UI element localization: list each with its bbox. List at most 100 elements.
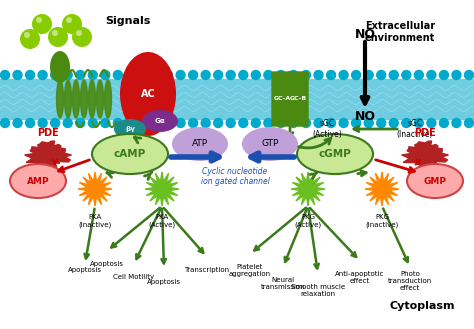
- Circle shape: [377, 70, 386, 80]
- Text: Platelet
aggregation: Platelet aggregation: [229, 264, 271, 277]
- Circle shape: [226, 70, 235, 80]
- Ellipse shape: [64, 80, 72, 118]
- Circle shape: [51, 118, 60, 128]
- Circle shape: [314, 70, 323, 80]
- Ellipse shape: [142, 110, 178, 132]
- Circle shape: [38, 118, 47, 128]
- Circle shape: [13, 118, 22, 128]
- Circle shape: [101, 118, 110, 128]
- Circle shape: [327, 70, 336, 80]
- Ellipse shape: [172, 127, 228, 161]
- Circle shape: [126, 118, 135, 128]
- Circle shape: [264, 118, 273, 128]
- Circle shape: [352, 118, 361, 128]
- Text: Transcription: Transcription: [184, 267, 229, 273]
- Circle shape: [251, 118, 260, 128]
- Circle shape: [113, 70, 122, 80]
- Polygon shape: [145, 172, 179, 206]
- Text: βγ: βγ: [125, 126, 135, 132]
- Circle shape: [301, 70, 310, 80]
- Circle shape: [164, 70, 173, 80]
- Text: PDE: PDE: [37, 128, 59, 138]
- Circle shape: [76, 118, 85, 128]
- Circle shape: [113, 118, 122, 128]
- Circle shape: [88, 70, 97, 80]
- Circle shape: [439, 70, 448, 80]
- Circle shape: [76, 70, 85, 80]
- Ellipse shape: [407, 164, 463, 198]
- Ellipse shape: [114, 119, 146, 139]
- Ellipse shape: [81, 80, 88, 118]
- Ellipse shape: [56, 80, 64, 118]
- Ellipse shape: [66, 17, 72, 23]
- Ellipse shape: [89, 80, 95, 118]
- Ellipse shape: [76, 30, 82, 36]
- Circle shape: [38, 70, 47, 80]
- Circle shape: [164, 118, 173, 128]
- Ellipse shape: [52, 30, 58, 36]
- Circle shape: [239, 118, 248, 128]
- Text: Smooth muscle
relaxation: Smooth muscle relaxation: [291, 284, 345, 297]
- Circle shape: [138, 70, 147, 80]
- Text: PKA
(Inactive): PKA (Inactive): [78, 214, 111, 227]
- Text: GMP: GMP: [423, 176, 447, 186]
- Circle shape: [427, 70, 436, 80]
- Text: PDE: PDE: [414, 128, 436, 138]
- Circle shape: [414, 70, 423, 80]
- Circle shape: [101, 70, 110, 80]
- Polygon shape: [401, 141, 448, 169]
- Ellipse shape: [297, 134, 373, 174]
- Ellipse shape: [20, 29, 40, 49]
- Circle shape: [88, 118, 97, 128]
- Circle shape: [226, 118, 235, 128]
- Text: Apoptosis: Apoptosis: [68, 267, 102, 273]
- Circle shape: [364, 118, 373, 128]
- Text: GC-B: GC-B: [289, 96, 307, 102]
- Text: Photo
transduction
effect: Photo transduction effect: [388, 271, 432, 291]
- Text: Neural
transmission: Neural transmission: [261, 277, 305, 290]
- Ellipse shape: [50, 51, 70, 83]
- Circle shape: [201, 118, 210, 128]
- Text: ATP: ATP: [192, 139, 208, 148]
- Ellipse shape: [242, 127, 298, 161]
- Circle shape: [414, 118, 423, 128]
- Ellipse shape: [62, 14, 82, 34]
- Circle shape: [176, 118, 185, 128]
- Text: NO: NO: [355, 28, 375, 40]
- Ellipse shape: [36, 17, 42, 23]
- Circle shape: [26, 70, 35, 80]
- Text: cGMP: cGMP: [319, 149, 351, 159]
- Circle shape: [339, 118, 348, 128]
- Text: sGC
(Inactive): sGC (Inactive): [397, 119, 433, 139]
- Circle shape: [301, 118, 310, 128]
- Text: NO: NO: [355, 111, 375, 123]
- Circle shape: [402, 70, 411, 80]
- Text: Anti-apoptotic
effect: Anti-apoptotic effect: [335, 271, 385, 284]
- Circle shape: [264, 70, 273, 80]
- Circle shape: [289, 70, 298, 80]
- Circle shape: [352, 70, 361, 80]
- Text: PKG
(Active): PKG (Active): [294, 214, 321, 227]
- Polygon shape: [78, 172, 112, 206]
- Circle shape: [427, 118, 436, 128]
- Circle shape: [439, 118, 448, 128]
- FancyBboxPatch shape: [288, 72, 308, 126]
- Bar: [0, 79, 474, 119]
- Circle shape: [289, 118, 298, 128]
- Text: cAMP: cAMP: [114, 149, 146, 159]
- Text: Extracellular
environment: Extracellular environment: [365, 21, 435, 42]
- Circle shape: [465, 70, 474, 80]
- Ellipse shape: [10, 164, 66, 198]
- Circle shape: [176, 70, 185, 80]
- Text: AMP: AMP: [27, 176, 49, 186]
- Circle shape: [314, 118, 323, 128]
- Text: PKA
(Active): PKA (Active): [148, 214, 175, 227]
- Text: Cyclic nucleotide
ion gated channel: Cyclic nucleotide ion gated channel: [201, 167, 269, 187]
- Circle shape: [251, 70, 260, 80]
- Ellipse shape: [104, 80, 111, 118]
- Text: Apoptosis: Apoptosis: [90, 261, 124, 267]
- Circle shape: [452, 70, 461, 80]
- Circle shape: [189, 118, 198, 128]
- Circle shape: [377, 118, 386, 128]
- Ellipse shape: [72, 27, 92, 47]
